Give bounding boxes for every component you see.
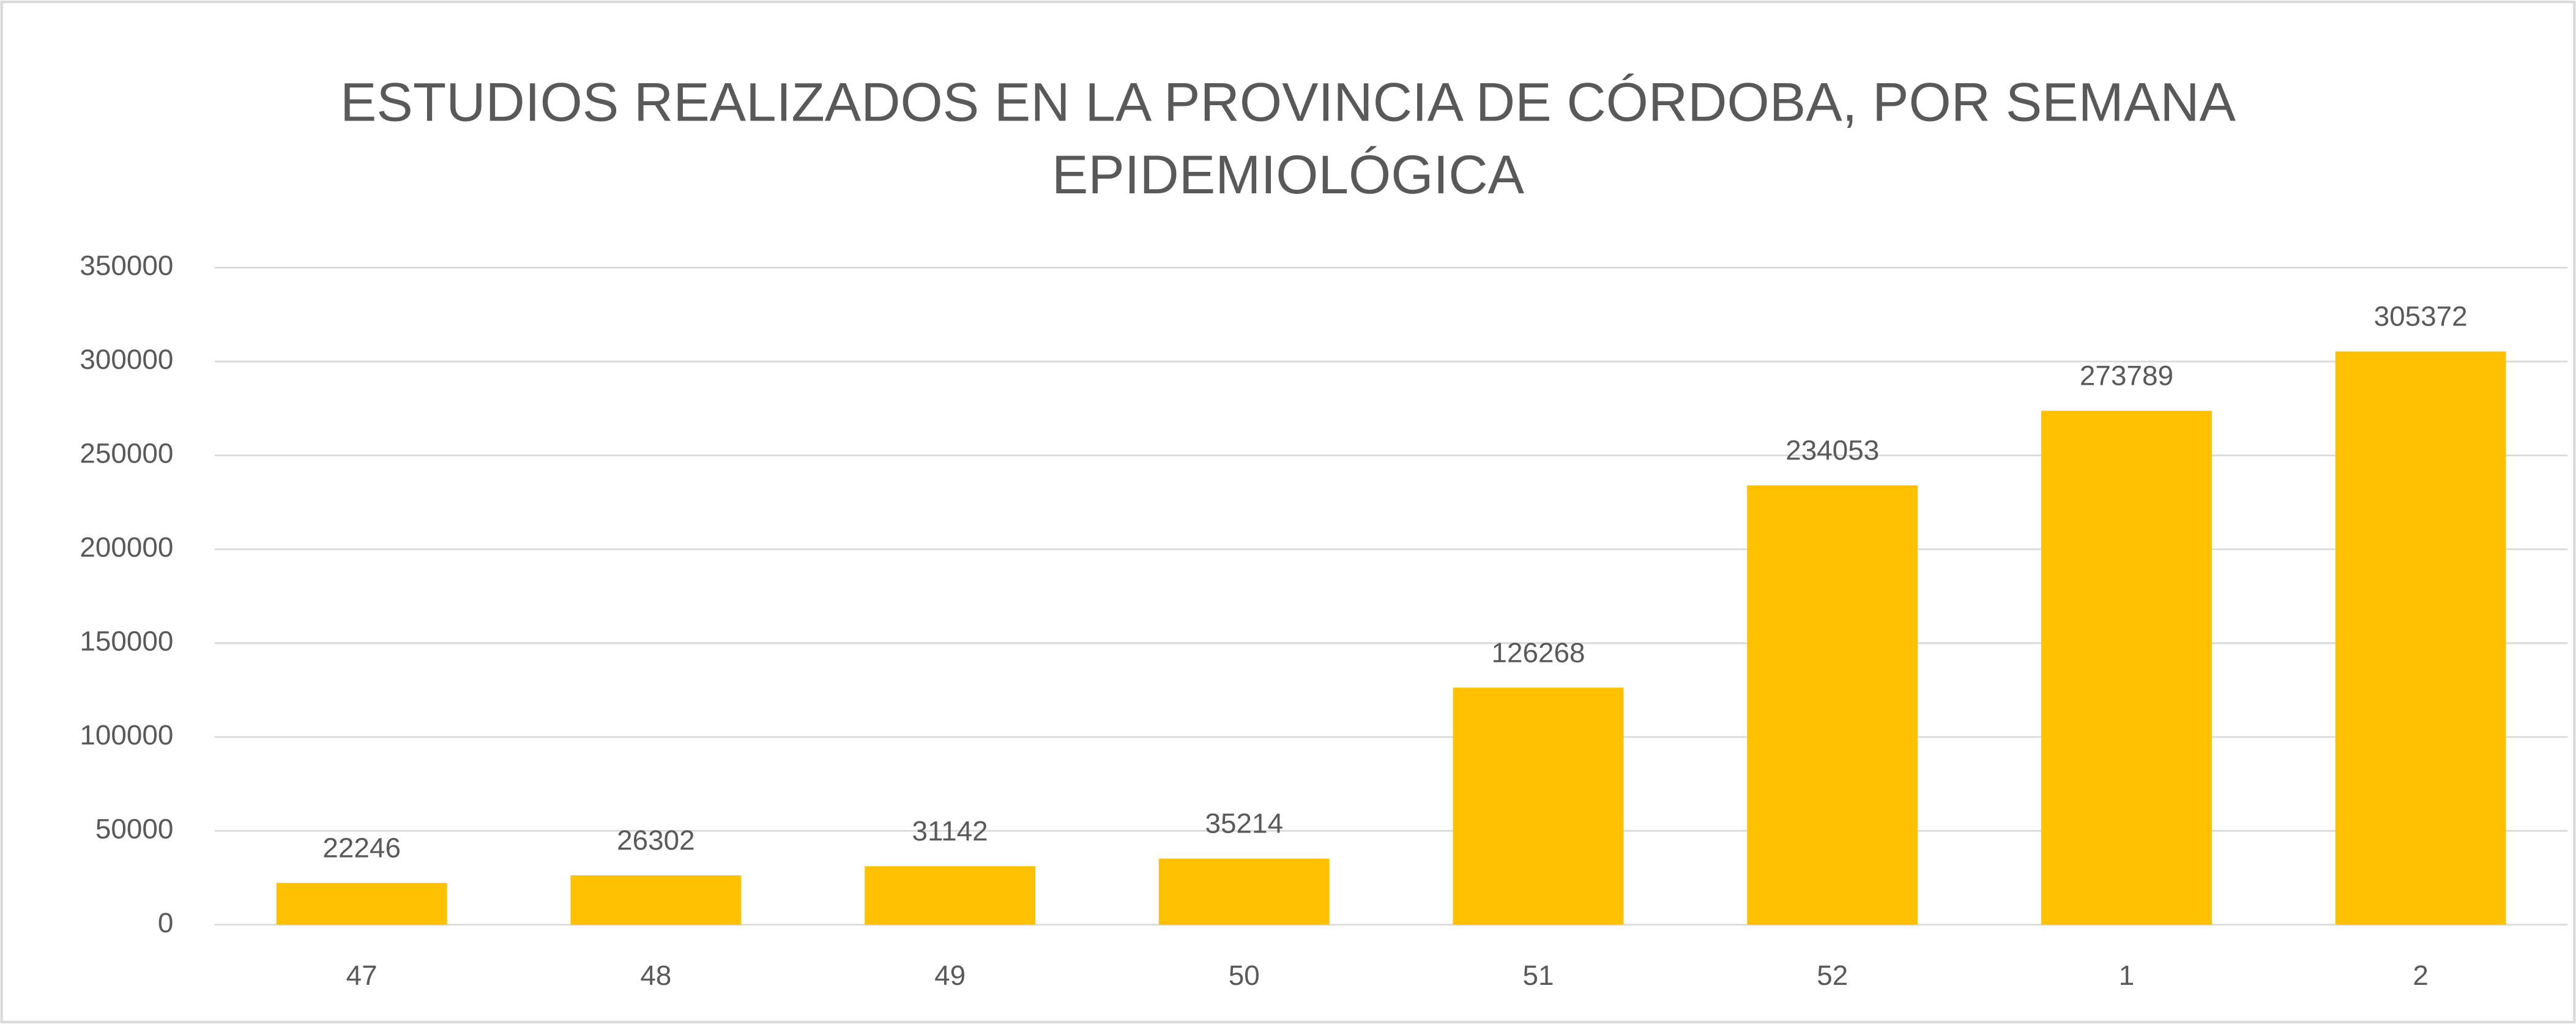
x-tick-label: 1 [2119,959,2135,991]
x-tick-label: 52 [1817,959,1848,991]
y-tick-label: 250000 [80,437,173,469]
x-tick-label: 51 [1523,959,1554,991]
bar [2041,410,2212,925]
value-label: 305372 [2374,300,2468,332]
x-tick-label: 49 [934,959,966,991]
value-label: 31142 [912,815,988,847]
bar [1747,485,1918,925]
bar [1453,688,1624,925]
y-tick-label: 150000 [80,625,173,656]
y-tick-label: 0 [158,907,174,938]
y-tick-label: 100000 [80,719,173,751]
value-label: 26302 [617,824,695,856]
value-label: 273789 [2080,360,2173,391]
value-label: 22246 [322,832,401,864]
bar [2335,351,2506,925]
bar [276,883,447,925]
x-tick-label: 48 [640,959,671,991]
value-label: 126268 [1492,636,1585,668]
y-tick-label: 300000 [80,343,173,375]
y-tick-label: 200000 [80,531,173,563]
chart-title: ESTUDIOS REALIZADOS EN LA PROVINCIA DE C… [340,71,2236,206]
y-tick-label: 50000 [95,812,174,844]
title-box: ESTUDIOS REALIZADOS EN LA PROVINCIA DE C… [340,71,2236,206]
x-tick-label: 47 [346,959,378,991]
bar [865,866,1036,925]
value-label: 35214 [1205,807,1284,839]
x-tick-label: 50 [1229,959,1260,991]
value-label: 234053 [1785,434,1879,466]
y-tick-label: 350000 [80,250,173,281]
bar [1158,858,1330,925]
bar [570,875,742,925]
x-tick-label: 2 [2413,959,2429,991]
